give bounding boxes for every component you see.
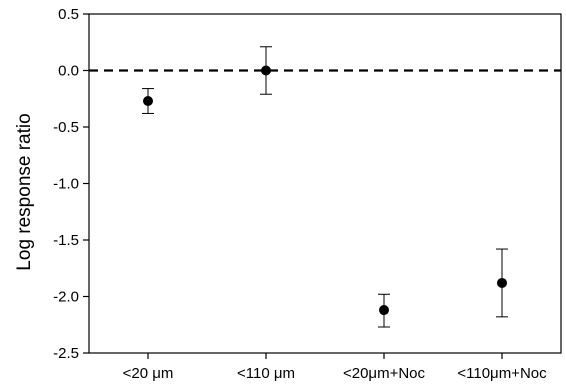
x-tick-label: <110μm+Noc xyxy=(457,365,547,382)
data-points xyxy=(142,46,508,328)
plot-area-border xyxy=(88,13,562,354)
y-tick-label: -0.5 xyxy=(53,119,79,136)
data-point xyxy=(379,305,389,316)
y-tick-label: -2.5 xyxy=(53,345,79,362)
data-point xyxy=(261,65,271,76)
y-tick-label: -1.5 xyxy=(53,232,79,249)
y-tick-label: 0.5 xyxy=(58,6,79,23)
data-point xyxy=(143,96,153,107)
y-tick-label: -2.0 xyxy=(53,289,79,306)
x-axis: <20 μm <110 μm <20μm+Noc <110μm+Noc xyxy=(123,353,547,382)
y-axis-label: Log response ratio xyxy=(14,113,35,270)
x-tick-label: <110 μm xyxy=(237,365,295,382)
y-tick-label: 0.0 xyxy=(58,63,79,80)
data-point xyxy=(497,277,507,288)
x-tick-label: <20μm+Noc xyxy=(343,365,426,382)
y-axis: 0.5 0.0 -0.5 -1.0 -1.5 -2.0 -2.5 xyxy=(53,6,89,362)
y-tick-label: -1.0 xyxy=(53,176,79,193)
x-tick-label: <20 μm xyxy=(123,365,174,382)
plot-frame xyxy=(88,13,562,354)
